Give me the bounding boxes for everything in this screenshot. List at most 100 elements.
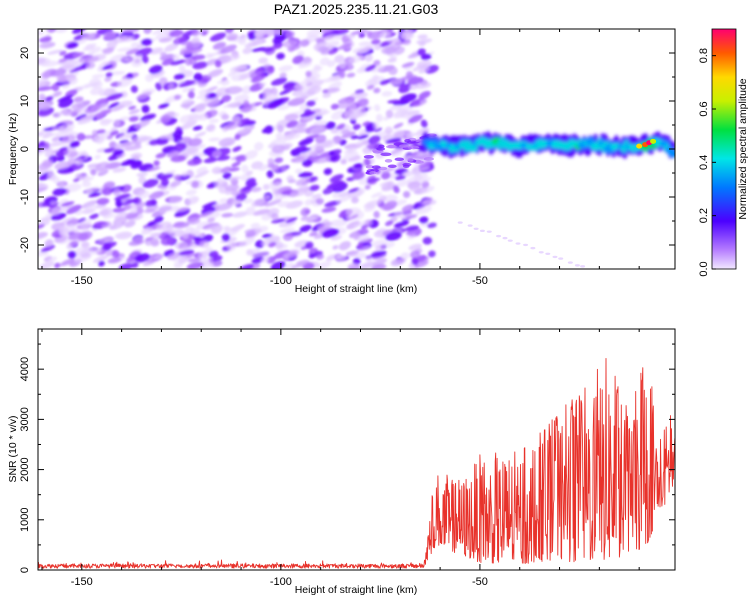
noise-blob — [178, 249, 195, 256]
noise-trail-blob — [376, 147, 386, 151]
noise-blob — [259, 82, 267, 88]
noise-blob — [125, 54, 143, 63]
noise-blob — [158, 103, 170, 109]
noise-blob — [144, 199, 157, 207]
spectrogram-x-axis-label: Height of straight line (km) — [295, 283, 418, 295]
noise-blob — [352, 170, 365, 180]
noise-blob — [212, 42, 227, 50]
noise-blob — [123, 140, 138, 146]
noise-blob — [341, 129, 350, 135]
noise-blob — [353, 163, 364, 169]
noise-blob — [418, 160, 432, 169]
noise-blob — [178, 80, 196, 88]
noise-blob — [54, 29, 68, 33]
noise-blob — [339, 70, 346, 79]
noise-blob — [241, 85, 253, 95]
noise-blob — [185, 189, 197, 196]
noise-blob — [48, 140, 67, 147]
noise-blob — [218, 137, 236, 147]
noise-blob — [100, 118, 114, 124]
noise-blob — [175, 206, 191, 212]
noise-blob — [415, 81, 432, 90]
noise-blob — [321, 228, 340, 238]
noise-blob — [205, 92, 218, 99]
noise-blob — [203, 157, 218, 164]
noise-blob — [67, 250, 77, 259]
noise-blob — [101, 108, 113, 115]
snr-frame — [37, 328, 676, 571]
noise-blob — [155, 31, 169, 40]
noise-blob — [119, 116, 130, 121]
noise-blob — [205, 124, 216, 132]
noise-blob — [82, 181, 92, 188]
noise-blob — [305, 134, 320, 140]
noise-blob — [147, 220, 157, 227]
noise-blob — [130, 85, 138, 93]
noise-blob — [379, 31, 392, 39]
noise-blob — [215, 182, 225, 189]
noise-blob — [58, 182, 66, 189]
noise-blob — [242, 182, 258, 191]
noise-blob — [62, 60, 79, 70]
noise-blob — [68, 232, 86, 241]
noise-blob — [330, 103, 340, 110]
noise-blob — [421, 199, 437, 206]
noise-blob — [38, 183, 49, 192]
noise-blob — [298, 61, 313, 69]
noise-blob — [38, 224, 45, 230]
noise-blob — [172, 112, 180, 118]
snr-x-axis: -150 -100 -50 — [41, 329, 640, 588]
noise-blob — [299, 111, 316, 118]
noise-blob — [97, 237, 115, 243]
noise-blob — [290, 188, 308, 197]
noise-blob — [42, 132, 58, 138]
noise-blob — [82, 176, 95, 183]
noise-blob — [409, 250, 421, 259]
noise-blob — [184, 57, 193, 66]
noise-blob — [251, 74, 266, 83]
noise-blob — [325, 254, 337, 262]
noise-blob — [401, 62, 415, 68]
spectrogram-noise-layer — [38, 29, 586, 269]
noise-blob — [179, 114, 194, 124]
noise-blob — [203, 99, 220, 107]
noise-blob — [278, 65, 293, 72]
noise-blob — [101, 187, 113, 196]
noise-blob — [231, 74, 246, 82]
noise-blob — [124, 220, 136, 228]
spectrogram-x-axis: -150 -100 -50 — [41, 29, 640, 287]
noise-blob — [81, 200, 98, 209]
noise-blob — [113, 188, 121, 197]
noise-blob — [187, 158, 203, 166]
noise-blob — [170, 180, 182, 187]
noise-blob — [234, 199, 242, 205]
noise-blob — [113, 35, 128, 43]
noise-blob — [153, 160, 160, 167]
noise-blob — [117, 77, 133, 88]
noise-blob — [56, 74, 67, 83]
noise-blob — [308, 184, 320, 192]
colorbar: 0.0 0.2 0.4 0.6 0.8 Normalized spectral ampl… — [698, 28, 749, 277]
y-tick-label: 4000 — [19, 357, 31, 381]
snr-x-axis-label: Height of straight line (km) — [295, 584, 418, 596]
noise-blob — [145, 236, 154, 242]
noise-blob — [227, 176, 241, 182]
noise-blob — [114, 193, 131, 201]
noise-streak — [580, 265, 586, 268]
y-tick-label: 1000 — [19, 508, 31, 532]
noise-blob — [128, 116, 139, 122]
noise-blob — [364, 53, 373, 62]
noise-blob — [212, 150, 222, 158]
noise-blob — [185, 43, 194, 50]
noise-blob — [220, 44, 237, 54]
noise-blob — [392, 129, 405, 139]
noise-blob — [251, 198, 265, 207]
noise-blob — [270, 261, 286, 269]
noise-blob — [77, 217, 87, 224]
noise-blob — [60, 201, 75, 207]
noise-blob — [382, 194, 398, 203]
noise-blob — [291, 262, 308, 269]
noise-blob — [271, 77, 288, 86]
